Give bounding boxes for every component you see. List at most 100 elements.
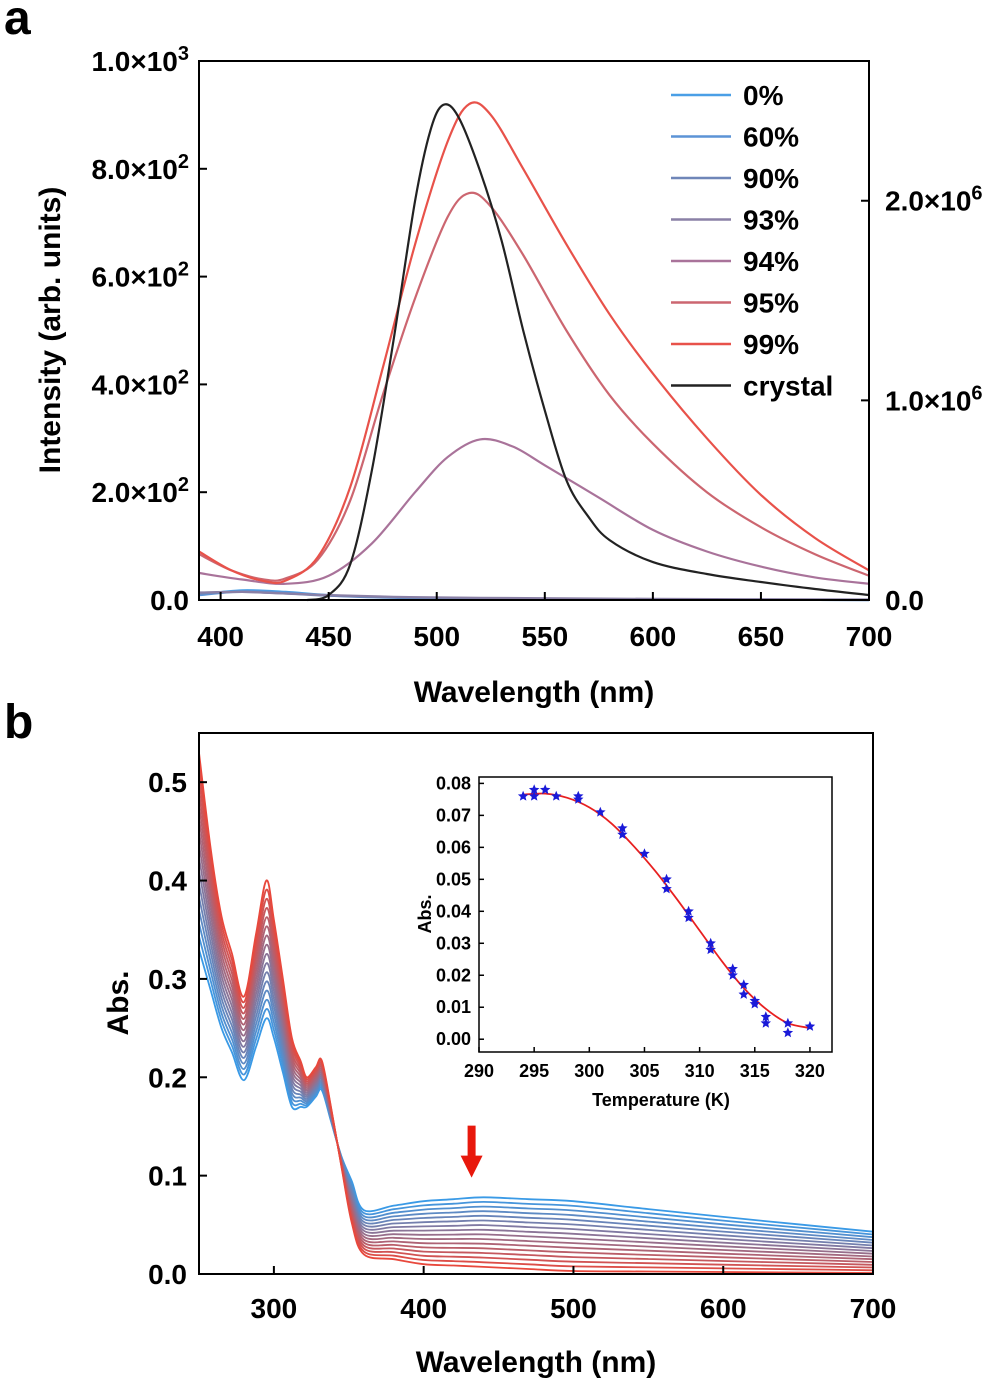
panel-a-y-right-ticks: 0.0 1.0×106 2.0×106: [861, 183, 983, 616]
panel-label-a: a: [4, 0, 31, 45]
inset-data-point: [551, 790, 562, 801]
inset-y-tick-label: 0.02: [436, 965, 471, 985]
arrow-head: [460, 1155, 483, 1178]
panel-a-plot-frame: [198, 60, 870, 601]
y-right-tick-label: 2.0×106: [885, 183, 983, 217]
panel-a-y-ticks: 0.0 2.0×102 4.0×102 6.0×102 8.0×102 1.0×103: [91, 43, 207, 616]
legend-label: 95%: [743, 288, 799, 319]
inset-data-point: [804, 1020, 816, 1031]
x-tick-label: 500: [413, 621, 460, 652]
series-line-95pct: [198, 191, 870, 582]
inset-data-point: [639, 848, 650, 859]
inset-x-tick-label: 315: [740, 1061, 770, 1081]
inset-data-point: [727, 963, 738, 974]
x-tick-label: 700: [850, 1293, 897, 1324]
inset-plot-frame: [478, 776, 833, 1053]
spectrum-line-16: [198, 752, 874, 1274]
inset-x-tick-label: 320: [795, 1061, 825, 1081]
x-tick-label: 300: [251, 1293, 298, 1324]
inset-y-tick-label: 0.01: [436, 997, 471, 1017]
inset-y-tick-label: 0.06: [436, 837, 471, 857]
y-right-tick-label: 0.0: [885, 585, 924, 616]
temperature-arrow: [460, 1125, 483, 1178]
panel-a-x-ticks: 400 450 500 550 600 650 700: [197, 592, 892, 652]
y-tick-label: 0.0: [148, 1259, 187, 1290]
inset-data-point: [617, 829, 628, 839]
inset-x-tick-label: 305: [629, 1061, 659, 1081]
inset-y-tick-label: 0.03: [436, 933, 471, 953]
panel-a: a 400 450 500 550 600 650 700 0.0 2.0×102 4.0×10…: [4, 0, 983, 709]
y-tick-label: 0.2: [148, 1062, 187, 1093]
y-tick-label: 2.0×102: [91, 474, 189, 508]
inset-x-ticks: 290 295 300 305 310 315 320: [464, 1047, 825, 1081]
inset-y-axis-label: Abs.: [415, 894, 435, 933]
legend-label: 99%: [743, 329, 799, 360]
series-line-93pct: [198, 590, 870, 601]
panel-a-legend: 0% 60% 90% 93% 94% 95% 99% crystal: [671, 80, 833, 402]
legend-label: 90%: [743, 163, 799, 194]
inset-data-point: [782, 1027, 794, 1038]
inset-data-point: [528, 790, 540, 801]
inset-x-tick-label: 295: [519, 1061, 549, 1081]
legend-label: crystal: [743, 371, 833, 402]
panel-b-y-axis-label: Abs.: [102, 970, 135, 1035]
inset-data-point: [517, 790, 529, 801]
x-tick-label: 500: [550, 1293, 597, 1324]
legend-label: 0%: [743, 80, 784, 111]
inset-data-point: [617, 822, 628, 833]
y-right-tick-label: 1.0×106: [885, 382, 983, 416]
x-tick-label: 700: [846, 621, 893, 652]
panel-b-inset: 290 295 300 305 310 315 320 0.000.010.020.030.…: [415, 773, 833, 1110]
inset-y-tick-label: 0.08: [436, 773, 471, 793]
panel-a-y-axis-label: Intensity (arb. units): [34, 187, 67, 474]
y-tick-label: 8.0×102: [91, 151, 189, 185]
inset-y-tick-label: 0.05: [436, 869, 471, 889]
y-tick-label: 1.0×103: [91, 43, 189, 77]
x-tick-label: 650: [738, 621, 785, 652]
inset-x-axis-label: Temperature (K): [592, 1090, 730, 1110]
y-tick-label: 0.0: [150, 585, 189, 616]
series-line-94pct: [198, 437, 870, 585]
inset-x-tick-label: 290: [464, 1061, 494, 1081]
inset-data-point: [705, 937, 716, 948]
inset-y-ticks: 0.00 0.01 0.02 0.03 0.04 0.05 0.06 0.07 0.08: [436, 773, 484, 1049]
inset-data-point: [573, 793, 584, 804]
inset-y-tick-label: 0.04: [436, 901, 471, 921]
series-line-99pct: [198, 101, 870, 585]
inset-y-tick-label: 0.00: [436, 1029, 471, 1049]
panel-b-y-ticks: 0.0 0.1 0.2 0.3 0.4 0.5: [148, 767, 207, 1290]
legend-label: 93%: [743, 205, 799, 236]
legend-label: 60%: [743, 122, 799, 153]
panel-b-series: [198, 752, 874, 1274]
panel-label-b: b: [4, 696, 33, 749]
panel-a-series: [198, 101, 870, 602]
panel-b: b 300 400 500 600 700 0.0 0.1 0.2 0.3 0.4 0.5 Wav…: [4, 696, 896, 1379]
y-tick-label: 4.0×102: [91, 366, 189, 400]
y-tick-label: 0.5: [148, 767, 187, 798]
inset-data-point: [738, 988, 749, 999]
panel-b-x-axis-label: Wavelength (nm): [416, 1346, 657, 1379]
x-tick-label: 400: [400, 1293, 447, 1324]
panel-a-x-axis-label: Wavelength (nm): [414, 676, 655, 709]
inset-data-point: [661, 873, 672, 884]
inset-x-tick-label: 310: [685, 1061, 715, 1081]
inset-y-tick-label: 0.07: [436, 805, 471, 825]
inset-data-point: [595, 806, 606, 817]
y-tick-label: 0.3: [148, 964, 187, 995]
inset-data-point: [749, 998, 760, 1009]
y-tick-label: 0.4: [148, 866, 187, 897]
x-tick-label: 450: [305, 621, 352, 652]
x-tick-label: 400: [197, 621, 244, 652]
inset-data-point: [760, 1011, 771, 1022]
inset-data-point: [661, 883, 672, 894]
panel-b-x-ticks: 300 400 500 600 700: [251, 1266, 897, 1324]
arrow-shaft: [467, 1125, 476, 1158]
inset-data-point: [528, 784, 540, 795]
legend-label: 94%: [743, 246, 799, 277]
y-tick-label: 6.0×102: [91, 259, 189, 293]
panel-b-plot-frame: [198, 732, 874, 1275]
x-tick-label: 600: [700, 1293, 747, 1324]
inset-x-tick-label: 300: [574, 1061, 604, 1081]
x-tick-label: 550: [521, 621, 568, 652]
